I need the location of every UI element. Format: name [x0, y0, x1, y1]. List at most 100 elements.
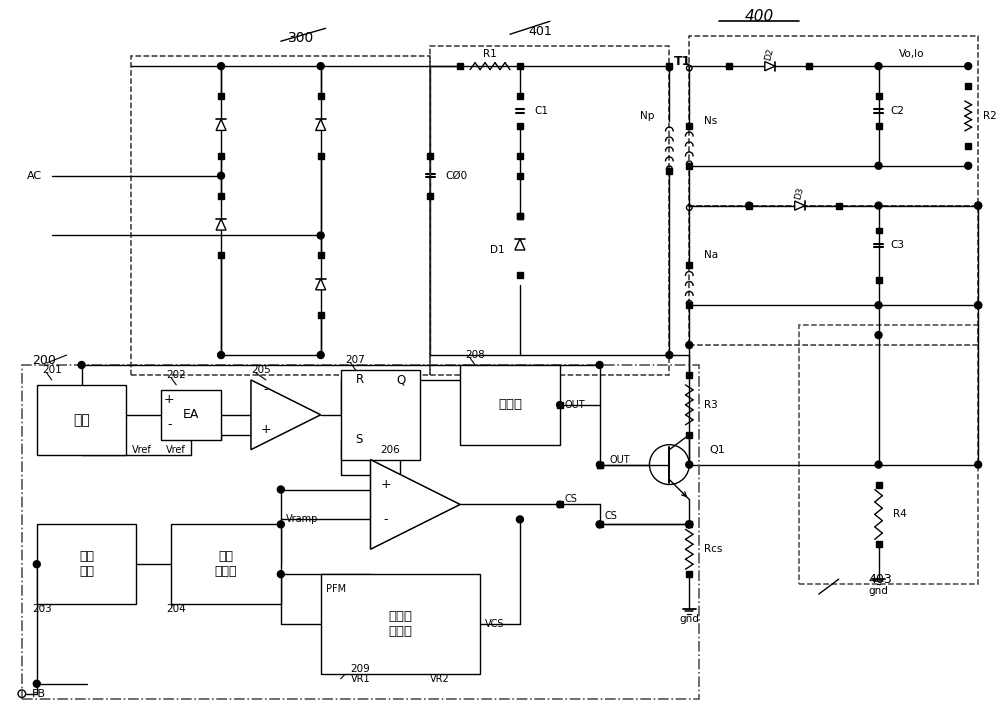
Circle shape: [78, 362, 85, 368]
Text: -: -: [167, 418, 172, 431]
Circle shape: [875, 461, 882, 468]
Text: Vo,Io: Vo,Io: [898, 49, 924, 59]
Text: PFM: PFM: [326, 584, 346, 594]
Polygon shape: [216, 120, 226, 130]
Text: R4: R4: [893, 510, 907, 519]
Bar: [457, 63, 463, 69]
Bar: [22, 365, 699, 699]
Circle shape: [596, 521, 603, 528]
Polygon shape: [216, 219, 226, 230]
Text: +: +: [164, 394, 175, 406]
Polygon shape: [316, 278, 326, 290]
Text: 206: 206: [381, 444, 400, 455]
Bar: [427, 153, 433, 159]
Text: Np: Np: [640, 111, 654, 121]
Circle shape: [686, 521, 693, 528]
Bar: [318, 153, 324, 159]
Text: FB: FB: [32, 689, 46, 699]
Text: Q: Q: [396, 373, 405, 386]
Text: D2: D2: [763, 47, 775, 62]
Bar: [876, 278, 882, 283]
Circle shape: [317, 352, 324, 359]
Circle shape: [746, 202, 753, 209]
Bar: [686, 372, 692, 378]
Bar: [686, 123, 692, 129]
Text: AC: AC: [27, 170, 42, 181]
Bar: [689, 36, 978, 206]
Bar: [686, 262, 692, 268]
Text: 采样: 采样: [73, 413, 90, 427]
Text: -: -: [383, 513, 388, 526]
Bar: [430, 46, 669, 375]
Text: Vramp: Vramp: [286, 515, 318, 524]
Bar: [686, 163, 692, 169]
Text: gnd: gnd: [679, 614, 699, 624]
Circle shape: [317, 232, 324, 239]
Text: -: -: [264, 384, 268, 397]
Bar: [517, 212, 523, 218]
Text: R: R: [356, 373, 364, 386]
Bar: [557, 502, 563, 508]
Circle shape: [33, 560, 40, 568]
Text: C2: C2: [890, 106, 904, 116]
Circle shape: [277, 571, 284, 578]
Circle shape: [516, 516, 523, 523]
Circle shape: [218, 352, 225, 359]
Text: R1: R1: [483, 49, 497, 59]
Bar: [726, 63, 732, 69]
Circle shape: [875, 202, 882, 209]
Bar: [218, 93, 224, 99]
Bar: [597, 462, 603, 468]
Bar: [318, 93, 324, 99]
Bar: [517, 273, 523, 278]
Text: OUT: OUT: [610, 455, 630, 465]
Bar: [686, 571, 692, 577]
Polygon shape: [370, 460, 460, 550]
Text: OUT: OUT: [565, 399, 585, 410]
Circle shape: [686, 521, 693, 528]
Text: VR1: VR1: [351, 674, 370, 684]
Polygon shape: [316, 120, 326, 130]
Bar: [517, 123, 523, 129]
Text: Na: Na: [704, 250, 718, 260]
Text: 203: 203: [32, 604, 52, 614]
Circle shape: [965, 162, 972, 169]
Bar: [686, 521, 692, 527]
Bar: [597, 521, 603, 527]
Text: +: +: [380, 478, 391, 491]
Bar: [517, 153, 523, 159]
Text: VCS: VCS: [485, 619, 505, 629]
Bar: [876, 93, 882, 99]
Text: +: +: [261, 423, 271, 436]
Text: 双阈值
选择器: 双阈值 选择器: [388, 610, 412, 638]
Bar: [557, 402, 563, 408]
Text: 207: 207: [346, 355, 365, 365]
Text: 400: 400: [744, 9, 774, 24]
Bar: [836, 202, 842, 209]
Circle shape: [875, 162, 882, 169]
Text: R3: R3: [704, 399, 718, 410]
Bar: [806, 63, 812, 69]
Bar: [318, 312, 324, 318]
Circle shape: [317, 62, 324, 70]
Bar: [171, 524, 281, 604]
Bar: [218, 193, 224, 199]
Bar: [460, 365, 560, 444]
Circle shape: [218, 62, 225, 70]
Circle shape: [666, 352, 673, 359]
Text: Rcs: Rcs: [704, 544, 723, 555]
Text: CØ0: CØ0: [445, 170, 467, 181]
Bar: [689, 206, 978, 345]
Text: S: S: [356, 434, 363, 446]
Bar: [341, 370, 420, 460]
Polygon shape: [251, 380, 321, 450]
Text: VR2: VR2: [430, 674, 450, 684]
Text: 退磁
检测: 退磁 检测: [79, 550, 94, 579]
Bar: [517, 93, 523, 99]
Bar: [517, 173, 523, 178]
Text: 401: 401: [528, 25, 552, 38]
Text: T1: T1: [674, 54, 692, 67]
Bar: [746, 202, 752, 209]
Polygon shape: [795, 201, 805, 210]
Circle shape: [277, 521, 284, 528]
